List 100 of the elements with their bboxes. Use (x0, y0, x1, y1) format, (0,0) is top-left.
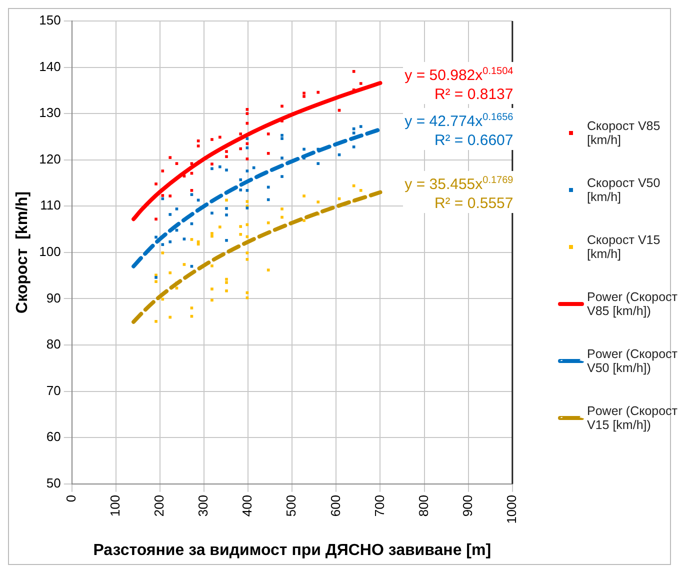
point (246, 258, 249, 261)
x-tick-label: 500 (284, 494, 299, 517)
point (210, 138, 214, 141)
x-tick-label: 800 (416, 494, 431, 517)
point (239, 178, 242, 182)
point (352, 127, 356, 130)
point (168, 194, 172, 198)
point (210, 162, 214, 166)
point (225, 278, 228, 281)
point (161, 194, 164, 197)
point (266, 198, 270, 202)
point (239, 225, 242, 228)
point (352, 132, 356, 134)
point (246, 200, 249, 203)
point (246, 189, 249, 192)
y-tick-label: 110 (40, 198, 61, 213)
line-series (132, 127, 382, 268)
point (182, 263, 186, 266)
annotation: y = 42.774x$^{0.1656}$ R² = 0.6607 (402, 108, 516, 150)
point (196, 144, 200, 148)
line-series (132, 81, 382, 222)
point (154, 218, 158, 221)
point (161, 298, 164, 301)
point (239, 188, 242, 192)
y-tick-label: 120 (39, 151, 61, 166)
point (316, 90, 320, 94)
point (210, 264, 214, 268)
point (352, 70, 356, 73)
legend-label: Power (Скорост V15 [km/h]) (587, 404, 679, 432)
point (239, 147, 242, 150)
point (280, 216, 284, 219)
point (246, 170, 249, 172)
point (225, 238, 228, 242)
y-tick-label: 100 (39, 244, 61, 260)
x-tick-label: 400 (240, 494, 255, 517)
y-tick-label: 130 (39, 105, 61, 120)
point (280, 134, 284, 137)
x-tick-label: 200 (152, 494, 167, 517)
point (161, 243, 164, 246)
point (225, 150, 228, 153)
x-tick-label: 700 (372, 494, 387, 517)
point (154, 274, 158, 277)
point (154, 276, 158, 279)
point (225, 214, 228, 216)
y-tick-label: 140 (39, 58, 61, 74)
point (196, 198, 200, 202)
point (246, 142, 249, 146)
point (196, 242, 200, 246)
point (210, 298, 214, 302)
point (168, 240, 172, 244)
legend-label: Power (Скорост V50 [km/h]) (587, 346, 679, 374)
point (168, 156, 172, 159)
y-axis-title: Скорост [km/h] (14, 191, 32, 314)
point (175, 162, 178, 165)
x-axis-title: Разстояние за видимост при ДЯСНО завиване [m] (93, 542, 492, 559)
point (210, 167, 214, 170)
point (154, 236, 158, 239)
x-tick-label: 0 (63, 494, 78, 502)
point (302, 148, 306, 151)
point (359, 82, 362, 85)
point (161, 170, 164, 172)
point (239, 232, 242, 236)
point (168, 271, 172, 274)
point (175, 286, 178, 290)
point (266, 152, 270, 155)
x-tick-label: 600 (328, 494, 343, 517)
point (218, 136, 222, 139)
point (359, 125, 362, 128)
point (168, 213, 172, 216)
point (302, 95, 306, 98)
point (161, 251, 164, 254)
point (168, 316, 172, 319)
point (210, 212, 214, 215)
point (280, 175, 284, 178)
point (196, 139, 200, 142)
y-tick-label: 150 (39, 12, 61, 28)
annotation: y = 35.455x$^{0.1769}$ R² = 0.5557 (402, 171, 516, 214)
point (316, 200, 320, 204)
line-series (132, 190, 382, 324)
point (210, 232, 214, 235)
x-tick-label: 300 (196, 494, 211, 517)
y-tick-label: 90 (46, 290, 61, 306)
point (280, 104, 284, 108)
point (266, 186, 270, 189)
point (225, 281, 228, 284)
point (280, 208, 284, 210)
legend-label: Скорост V15 [km/h] (587, 232, 662, 260)
point (359, 189, 362, 192)
legend-label: Скорост V85 [km/h] (587, 118, 662, 146)
x-tick-label: 900 (460, 494, 475, 517)
point (246, 112, 249, 115)
point (154, 182, 158, 186)
point (225, 289, 228, 292)
point (280, 137, 284, 140)
point (239, 132, 242, 136)
y-tick-label: 50 (46, 475, 61, 490)
point (154, 280, 158, 284)
point (182, 238, 186, 240)
point (190, 306, 194, 310)
annotation: y = 50.982x$^{0.1504}$ R² = 0.8137 (402, 62, 516, 104)
